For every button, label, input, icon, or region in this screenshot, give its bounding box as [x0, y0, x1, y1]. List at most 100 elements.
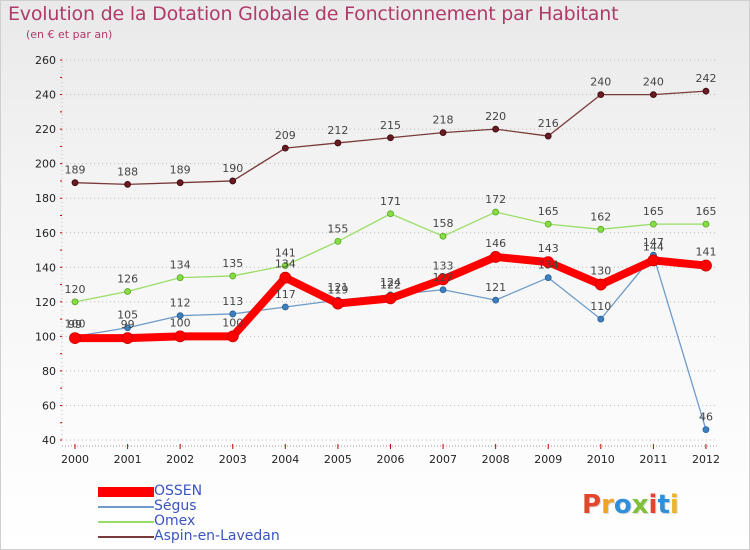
label-omex-2011: 165 [643, 205, 664, 218]
legend-swatch-omex [98, 521, 154, 523]
logo-letter: t [657, 490, 670, 520]
logo-letter: o [613, 490, 632, 520]
x-tick-2007: 2007 [429, 453, 457, 466]
y-tick-180: 180 [35, 192, 56, 205]
label-omex-2003: 135 [222, 257, 243, 270]
point-omex-2006 [387, 210, 394, 218]
axes [60, 58, 718, 449]
point-omex-2009 [544, 220, 552, 228]
label-s-gus-2011: 147 [643, 236, 664, 249]
label-omex-2002: 134 [170, 259, 191, 272]
point-ossen-2000 [69, 332, 81, 345]
label-ossen-2000: 99 [68, 318, 82, 331]
y-tick-260: 260 [35, 54, 56, 67]
label-s-gus-2004: 117 [275, 288, 296, 301]
x-tick-2008: 2008 [482, 453, 510, 466]
chart-title: Evolution de la Dotation Globale de Fonc… [8, 3, 619, 25]
label-ossen-2008: 146 [485, 237, 506, 250]
point-aspin-en-lavedan-2006 [387, 134, 394, 142]
legend-label-segus: Ségus [154, 498, 197, 514]
x-tick-2003: 2003 [219, 453, 247, 466]
point-aspin-en-lavedan-2001 [124, 181, 131, 188]
label-omex-2005: 155 [327, 222, 348, 235]
label-s-gus-2010: 110 [590, 300, 611, 313]
x-tick-2009: 2009 [534, 453, 562, 466]
point-omex-2008 [492, 208, 500, 216]
x-tick-2010: 2010 [587, 453, 615, 466]
label-aspin-en-lavedan-2011: 240 [643, 76, 664, 89]
point-s-gus-2002 [176, 312, 184, 320]
legend-item-omex: Omex [98, 513, 358, 529]
point-omex-2010 [597, 225, 605, 233]
x-tick-2006: 2006 [376, 453, 404, 466]
label-s-gus-2005: 121 [327, 281, 348, 294]
point-s-gus-2008 [492, 296, 500, 304]
point-ossen-2003 [226, 330, 239, 343]
point-ossen-2011 [647, 254, 660, 267]
label-aspin-en-lavedan-2001: 188 [117, 165, 138, 178]
label-aspin-en-lavedan-2006: 215 [380, 119, 401, 132]
label-ossen-2003: 100 [222, 316, 243, 329]
label-omex-2009: 165 [538, 205, 559, 218]
point-ossen-2007 [437, 273, 449, 286]
label-omex-2004: 141 [275, 247, 296, 260]
legend-label-omex: Omex [154, 513, 196, 529]
series-group [69, 87, 712, 434]
point-ossen-2004 [279, 271, 292, 284]
legend-swatch-ossen [98, 487, 154, 497]
label-ossen-2007: 133 [433, 259, 454, 272]
y-tick-60: 60 [42, 399, 56, 412]
point-aspin-en-lavedan-2012 [702, 87, 710, 95]
logo-letter: r [601, 490, 614, 520]
y-tick-160: 160 [35, 227, 56, 240]
legend-item-ossen: OSSEN [98, 483, 358, 499]
point-omex-2007 [439, 232, 447, 240]
label-ossen-2012: 141 [695, 246, 716, 259]
x-tick-2005: 2005 [324, 453, 352, 466]
legend-swatch-aspin [98, 536, 154, 538]
x-tick-2012: 2012 [692, 453, 720, 466]
point-aspin-en-lavedan-2008 [492, 125, 500, 133]
legend-item-segus: Ségus [98, 498, 358, 514]
point-ossen-2006 [384, 292, 397, 305]
label-omex-2000: 120 [65, 283, 86, 296]
point-s-gus-2009 [544, 274, 552, 282]
legend-label-aspin: Aspin-en-Lavedan [154, 528, 280, 544]
point-omex-2012 [702, 220, 710, 228]
logo-letter: i [669, 490, 679, 520]
label-omex-2006: 171 [380, 195, 401, 208]
label-aspin-en-lavedan-2008: 220 [485, 110, 506, 123]
label-s-gus-2000: 100 [65, 317, 86, 330]
point-omex-2011 [649, 220, 657, 228]
point-aspin-en-lavedan-2004 [281, 144, 289, 152]
grid-lines [62, 59, 718, 441]
label-aspin-en-lavedan-2004: 209 [275, 129, 296, 142]
point-aspin-en-lavedan-2011 [649, 91, 657, 98]
point-ossen-2001 [121, 332, 134, 345]
label-ossen-2004: 134 [275, 258, 296, 271]
y-tick-200: 200 [35, 158, 56, 171]
label-s-gus-2006: 124 [380, 276, 401, 289]
legend-item-aspin: Aspin-en-Lavedan [98, 528, 358, 544]
point-aspin-en-lavedan-2010 [597, 91, 605, 98]
label-aspin-en-lavedan-2003: 190 [222, 162, 243, 175]
y-tick-120: 120 [35, 296, 56, 309]
label-s-gus-2008: 121 [485, 281, 506, 294]
legend-label-ossen: OSSEN [154, 483, 203, 499]
point-s-gus-2007 [439, 286, 447, 294]
point-aspin-en-lavedan-2007 [439, 129, 447, 136]
point-omex-2005 [334, 237, 342, 245]
point-aspin-en-lavedan-2005 [334, 139, 342, 147]
point-ossen-2008 [489, 251, 502, 263]
label-s-gus-2001: 105 [117, 309, 138, 322]
label-aspin-en-lavedan-2000: 189 [65, 164, 86, 177]
point-ossen-2010 [594, 278, 607, 291]
label-omex-2007: 158 [433, 217, 454, 230]
x-tick-2004: 2004 [271, 453, 299, 466]
point-s-gus-2003 [229, 310, 237, 318]
label-omex-2001: 126 [117, 272, 138, 285]
point-ossen-2009 [542, 256, 555, 269]
logo-letter: i [648, 490, 658, 520]
label-ossen-2011: 144 [643, 240, 664, 253]
